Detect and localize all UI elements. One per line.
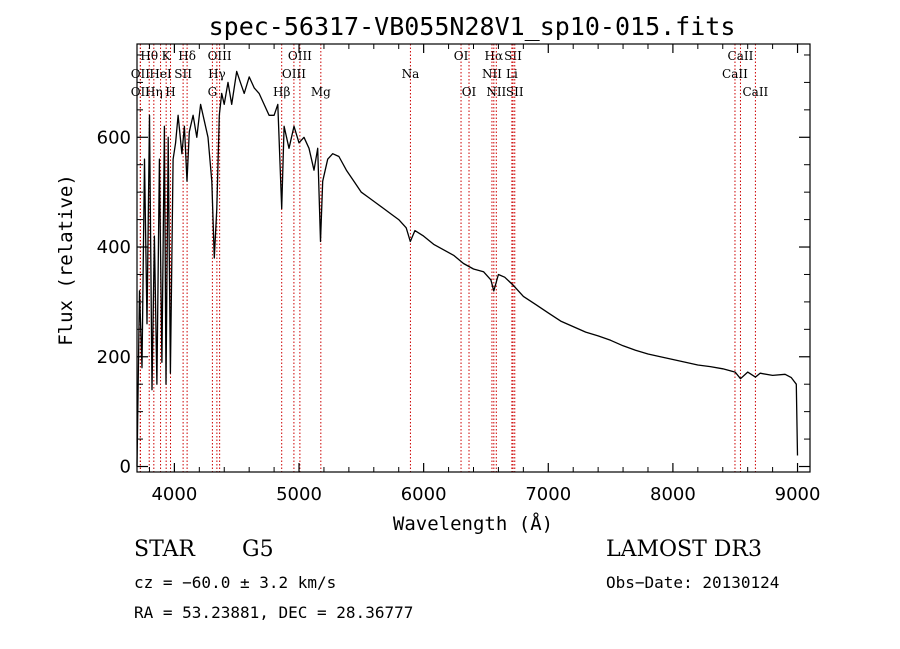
line-label-26: CaII <box>722 67 748 81</box>
chart-title: spec-56317-VB055N28V1_sp10-015.fits <box>209 12 736 41</box>
line-label-11: G <box>208 85 218 99</box>
line-label-18: OI <box>462 85 477 99</box>
line-label-3: OII <box>131 67 151 81</box>
line-label-20: SII <box>504 49 522 63</box>
line-label-27: CaII <box>742 85 768 99</box>
line-label-19: Hα <box>485 49 504 63</box>
line-label-2: Hδ <box>178 49 196 63</box>
line-label-5: SII <box>174 67 192 81</box>
line-label-8: H <box>165 85 175 99</box>
x-axis-label: Wavelength (Å) <box>393 512 553 535</box>
object-subclass: G5 <box>242 537 274 562</box>
line-label-10: Hγ <box>208 67 226 81</box>
x-tick-label: 7000 <box>525 484 571 505</box>
x-tick-label: 5000 <box>276 484 322 505</box>
line-label-13: OIII <box>282 67 306 81</box>
line-label-14: Hβ <box>273 85 290 99</box>
line-label-7: Hη <box>145 85 163 99</box>
x-tick-label: 6000 <box>401 484 447 505</box>
object-class: STAR <box>134 537 195 562</box>
line-label-23: NII <box>486 85 506 99</box>
line-label-12: OIII <box>288 49 312 63</box>
observation-date: Obs−Date: 20130124 <box>606 573 780 592</box>
line-label-22: Li <box>506 67 518 81</box>
line-label-21: NII <box>482 67 502 81</box>
spectrum-line <box>136 70 799 467</box>
line-label-6: OII <box>131 85 151 99</box>
x-tick-label: 4000 <box>151 484 197 505</box>
y-tick-label: 0 <box>120 457 131 478</box>
y-tick-label: 200 <box>97 347 131 368</box>
y-tick-label: 400 <box>97 237 131 258</box>
line-label-0: Hθ <box>140 49 158 63</box>
line-label-24: SII <box>506 85 524 99</box>
x-tick-label: 9000 <box>775 484 821 505</box>
line-label-16: Na <box>402 67 420 81</box>
y-axis-label: Flux (relative) <box>55 174 77 346</box>
line-label-25: CaII <box>728 49 754 63</box>
line-label-15: Mg <box>311 85 331 99</box>
line-label-9: OIII <box>208 49 232 63</box>
survey-name: LAMOST DR3 <box>606 537 762 562</box>
redshift-velocity: cz = −60.0 ± 3.2 km/s <box>134 573 337 592</box>
line-label-4: HeI <box>149 67 172 81</box>
y-tick-label: 600 <box>97 127 131 148</box>
axis-ticks: 4000 5000 6000 7000 8000 9000 0 200 400 600 <box>97 44 821 505</box>
x-tick-label: 8000 <box>650 484 696 505</box>
sky-coordinates: RA = 53.23881, DEC = 28.36777 <box>134 603 414 622</box>
line-label-17: OI <box>454 49 469 63</box>
line-label-1: K <box>162 49 172 63</box>
